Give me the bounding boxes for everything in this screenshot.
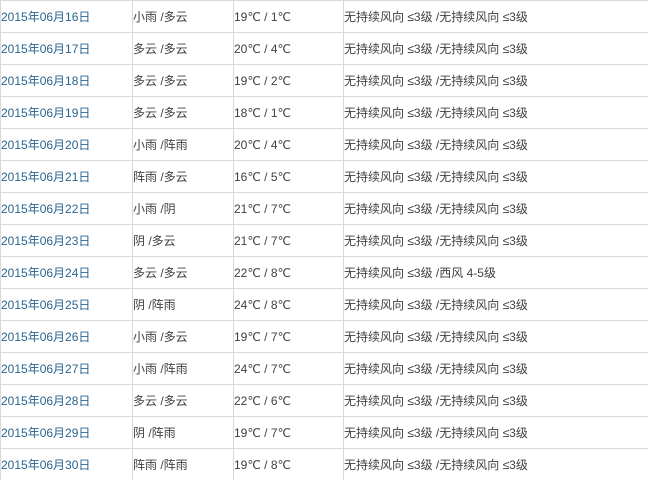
wind-cell: 无持续风向 ≤3级 /无持续风向 ≤3级	[343, 32, 648, 65]
date-cell: 2015年06月20日	[0, 128, 133, 161]
date-link[interactable]: 2015年06月30日	[1, 458, 91, 472]
date-link[interactable]: 2015年06月28日	[1, 394, 91, 408]
table-row: 2015年06月21日 阵雨 /多云 16℃ / 5℃ 无持续风向 ≤3级 /无…	[0, 160, 648, 193]
weather-cell: 小雨 /阴	[132, 192, 234, 225]
table-row: 2015年06月28日 多云 /多云 22℃ / 6℃ 无持续风向 ≤3级 /无…	[0, 384, 648, 417]
date-link[interactable]: 2015年06月24日	[1, 266, 91, 280]
weather-cell: 阵雨 /多云	[132, 160, 234, 193]
wind-cell: 无持续风向 ≤3级 /无持续风向 ≤3级	[343, 416, 648, 449]
temperature-cell: 21℃ / 7℃	[233, 192, 344, 225]
table-row: 2015年06月19日 多云 /多云 18℃ / 1℃ 无持续风向 ≤3级 /无…	[0, 96, 648, 129]
date-cell: 2015年06月28日	[0, 384, 133, 417]
date-link[interactable]: 2015年06月16日	[1, 10, 91, 24]
wind-cell: 无持续风向 ≤3级 /无持续风向 ≤3级	[343, 0, 648, 33]
date-link[interactable]: 2015年06月26日	[1, 330, 91, 344]
date-cell: 2015年06月19日	[0, 96, 133, 129]
table-row: 2015年06月16日 小雨 /多云 19℃ / 1℃ 无持续风向 ≤3级 /无…	[0, 0, 648, 33]
date-cell: 2015年06月30日	[0, 448, 133, 480]
temperature-cell: 18℃ / 1℃	[233, 96, 344, 129]
table-row: 2015年06月17日 多云 /多云 20℃ / 4℃ 无持续风向 ≤3级 /无…	[0, 32, 648, 65]
wind-cell: 无持续风向 ≤3级 /无持续风向 ≤3级	[343, 448, 648, 480]
date-cell: 2015年06月25日	[0, 288, 133, 321]
date-link[interactable]: 2015年06月19日	[1, 106, 91, 120]
table-row: 2015年06月24日 多云 /多云 22℃ / 8℃ 无持续风向 ≤3级 /西…	[0, 256, 648, 289]
table-row: 2015年06月25日 阴 /阵雨 24℃ / 8℃ 无持续风向 ≤3级 /无持…	[0, 288, 648, 321]
date-link[interactable]: 2015年06月21日	[1, 170, 91, 184]
date-cell: 2015年06月22日	[0, 192, 133, 225]
weather-cell: 多云 /多云	[132, 256, 234, 289]
temperature-cell: 24℃ / 8℃	[233, 288, 344, 321]
date-cell: 2015年06月26日	[0, 320, 133, 353]
weather-cell: 小雨 /多云	[132, 320, 234, 353]
temperature-cell: 22℃ / 8℃	[233, 256, 344, 289]
weather-cell: 小雨 /多云	[132, 0, 234, 33]
date-link[interactable]: 2015年06月25日	[1, 298, 91, 312]
wind-cell: 无持续风向 ≤3级 /无持续风向 ≤3级	[343, 64, 648, 97]
date-cell: 2015年06月27日	[0, 352, 133, 385]
date-link[interactable]: 2015年06月27日	[1, 362, 91, 376]
date-link[interactable]: 2015年06月17日	[1, 42, 91, 56]
temperature-cell: 19℃ / 2℃	[233, 64, 344, 97]
date-cell: 2015年06月16日	[0, 0, 133, 33]
weather-cell: 多云 /多云	[132, 32, 234, 65]
table-row: 2015年06月18日 多云 /多云 19℃ / 2℃ 无持续风向 ≤3级 /无…	[0, 64, 648, 97]
wind-cell: 无持续风向 ≤3级 /无持续风向 ≤3级	[343, 384, 648, 417]
temperature-cell: 22℃ / 6℃	[233, 384, 344, 417]
table-row: 2015年06月20日 小雨 /阵雨 20℃ / 4℃ 无持续风向 ≤3级 /无…	[0, 128, 648, 161]
wind-cell: 无持续风向 ≤3级 /西风 4-5级	[343, 256, 648, 289]
date-cell: 2015年06月23日	[0, 224, 133, 257]
weather-cell: 阴 /阵雨	[132, 288, 234, 321]
temperature-cell: 20℃ / 4℃	[233, 128, 344, 161]
table-row: 2015年06月23日 阴 /多云 21℃ / 7℃ 无持续风向 ≤3级 /无持…	[0, 224, 648, 257]
wind-cell: 无持续风向 ≤3级 /无持续风向 ≤3级	[343, 352, 648, 385]
temperature-cell: 21℃ / 7℃	[233, 224, 344, 257]
date-link[interactable]: 2015年06月22日	[1, 202, 91, 216]
date-cell: 2015年06月18日	[0, 64, 133, 97]
date-cell: 2015年06月29日	[0, 416, 133, 449]
table-row: 2015年06月26日 小雨 /多云 19℃ / 7℃ 无持续风向 ≤3级 /无…	[0, 320, 648, 353]
wind-cell: 无持续风向 ≤3级 /无持续风向 ≤3级	[343, 320, 648, 353]
date-cell: 2015年06月24日	[0, 256, 133, 289]
wind-cell: 无持续风向 ≤3级 /无持续风向 ≤3级	[343, 160, 648, 193]
table-row: 2015年06月29日 阴 /阵雨 19℃ / 7℃ 无持续风向 ≤3级 /无持…	[0, 416, 648, 449]
weather-cell: 阴 /阵雨	[132, 416, 234, 449]
weather-cell: 阴 /多云	[132, 224, 234, 257]
date-link[interactable]: 2015年06月23日	[1, 234, 91, 248]
date-link[interactable]: 2015年06月18日	[1, 74, 91, 88]
weather-cell: 多云 /多云	[132, 64, 234, 97]
temperature-cell: 24℃ / 7℃	[233, 352, 344, 385]
date-cell: 2015年06月21日	[0, 160, 133, 193]
temperature-cell: 19℃ / 7℃	[233, 320, 344, 353]
temperature-cell: 19℃ / 7℃	[233, 416, 344, 449]
weather-cell: 多云 /多云	[132, 96, 234, 129]
weather-cell: 阵雨 /阵雨	[132, 448, 234, 480]
temperature-cell: 19℃ / 8℃	[233, 448, 344, 480]
temperature-cell: 16℃ / 5℃	[233, 160, 344, 193]
temperature-cell: 20℃ / 4℃	[233, 32, 344, 65]
date-link[interactable]: 2015年06月20日	[1, 138, 91, 152]
temperature-cell: 19℃ / 1℃	[233, 0, 344, 33]
table-row: 2015年06月30日 阵雨 /阵雨 19℃ / 8℃ 无持续风向 ≤3级 /无…	[0, 448, 648, 480]
date-cell: 2015年06月17日	[0, 32, 133, 65]
weather-cell: 小雨 /阵雨	[132, 128, 234, 161]
weather-cell: 小雨 /阵雨	[132, 352, 234, 385]
wind-cell: 无持续风向 ≤3级 /无持续风向 ≤3级	[343, 288, 648, 321]
table-row: 2015年06月22日 小雨 /阴 21℃ / 7℃ 无持续风向 ≤3级 /无持…	[0, 192, 648, 225]
wind-cell: 无持续风向 ≤3级 /无持续风向 ≤3级	[343, 96, 648, 129]
date-link[interactable]: 2015年06月29日	[1, 426, 91, 440]
wind-cell: 无持续风向 ≤3级 /无持续风向 ≤3级	[343, 192, 648, 225]
wind-cell: 无持续风向 ≤3级 /无持续风向 ≤3级	[343, 224, 648, 257]
wind-cell: 无持续风向 ≤3级 /无持续风向 ≤3级	[343, 128, 648, 161]
table-row: 2015年06月27日 小雨 /阵雨 24℃ / 7℃ 无持续风向 ≤3级 /无…	[0, 352, 648, 385]
weather-cell: 多云 /多云	[132, 384, 234, 417]
